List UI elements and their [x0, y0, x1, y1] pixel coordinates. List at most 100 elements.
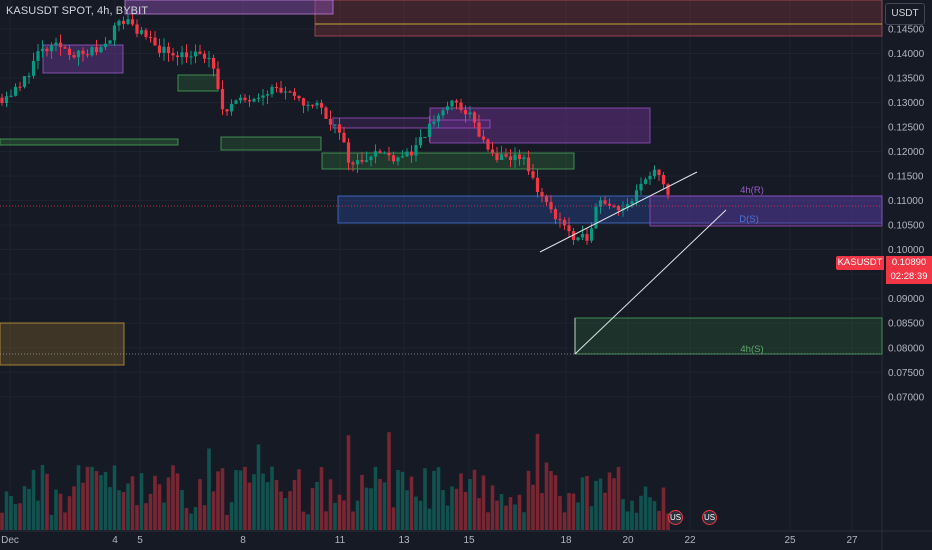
candle-body — [216, 68, 220, 89]
candle-body — [94, 47, 99, 53]
time-axis-label: Dec — [1, 535, 19, 546]
volume-bar — [477, 498, 481, 530]
volume-bar — [72, 486, 76, 530]
volume-bar — [193, 507, 198, 530]
volume-bar — [58, 493, 63, 530]
volume-bar — [103, 471, 108, 530]
candle-body — [486, 139, 490, 150]
volume-bar — [540, 493, 544, 530]
event-flag-icon[interactable]: US — [668, 510, 683, 525]
volume-bar — [216, 471, 220, 530]
candle-body — [0, 97, 4, 104]
volume-bar — [337, 494, 342, 530]
candle-body — [225, 109, 229, 112]
candle-body — [306, 104, 310, 106]
price-axis-label: 0.14500 — [888, 25, 925, 36]
candle-body — [76, 50, 81, 58]
volume-bar — [171, 465, 175, 530]
volume-bar — [585, 476, 589, 530]
candle-body — [81, 50, 85, 55]
volume-bar — [387, 432, 391, 530]
volume-bar — [315, 481, 319, 530]
candle-body — [508, 156, 513, 161]
volume-bar — [261, 473, 265, 530]
candle-body — [589, 228, 594, 241]
candle-body — [261, 95, 265, 98]
resistance-zone — [649, 195, 883, 227]
volume-bar — [427, 508, 432, 530]
price-axis-label: 0.11000 — [888, 196, 924, 207]
volume-bar — [486, 512, 490, 530]
volume-bar — [391, 507, 396, 530]
volume-bar — [22, 486, 27, 530]
demand-zone — [177, 74, 219, 92]
volume-bar — [661, 487, 666, 530]
volume-bar — [652, 501, 657, 530]
candle-body — [310, 104, 315, 106]
volume-bar — [526, 470, 531, 530]
volume-bar — [553, 475, 558, 530]
volume-bar — [18, 503, 22, 530]
candle-body — [517, 154, 522, 160]
candle-body — [333, 124, 337, 126]
volume-bar — [571, 493, 576, 530]
candle-body — [490, 149, 495, 154]
candle-body — [270, 87, 274, 95]
volume-bar — [621, 499, 625, 530]
candle-body — [531, 171, 535, 178]
candle-body — [432, 121, 436, 124]
volume-bar — [148, 493, 153, 530]
currency-button[interactable]: USDT — [885, 3, 925, 25]
volume-bar — [238, 470, 243, 530]
volume-bar — [405, 490, 409, 530]
volume-bar — [472, 469, 477, 530]
candle-body — [252, 98, 256, 102]
volume-bar — [121, 492, 126, 530]
candle-body — [117, 20, 121, 26]
volume-bar — [549, 471, 553, 530]
time-axis-label: 22 — [684, 535, 696, 546]
volume-bar — [616, 466, 621, 530]
volume-bar — [234, 470, 238, 530]
volume-bar — [207, 448, 211, 530]
volume-bar — [328, 479, 333, 530]
candle-body — [355, 160, 360, 165]
volume-bar — [130, 476, 135, 530]
time-axis-label: 11 — [335, 535, 346, 546]
candle-body — [202, 53, 207, 59]
volume-bar — [355, 500, 360, 530]
price-axis-label: 0.14000 — [888, 49, 925, 60]
volume-bar — [580, 477, 585, 530]
volume-bar — [468, 479, 472, 530]
volume-bar — [180, 490, 184, 530]
time-axis-label: 4 — [112, 535, 118, 546]
price-axis-label: 0.07000 — [888, 392, 925, 403]
candle-body — [31, 60, 36, 76]
time-axis-label: 15 — [463, 535, 475, 546]
volume-bar — [45, 473, 49, 530]
event-flag-icon[interactable]: US — [702, 510, 717, 525]
volume-bar — [292, 480, 297, 530]
candle-body — [108, 40, 112, 44]
price-axis-label: 0.13500 — [888, 74, 925, 85]
demand-zone — [0, 138, 179, 146]
volume-bar — [369, 488, 373, 530]
volume-bar — [175, 473, 180, 530]
trend-drawings — [0, 171, 882, 355]
volume-bar — [414, 496, 418, 530]
demand-zone — [220, 136, 322, 151]
price-axis-label: 0.10000 — [888, 245, 925, 256]
candle-body — [256, 97, 261, 99]
candle-body — [526, 157, 531, 172]
volume-bar — [432, 470, 436, 530]
candle-body — [445, 106, 450, 111]
candle-body — [558, 219, 562, 221]
volume-bar — [531, 484, 535, 530]
symbol-price-tag: KASUSDT — [836, 256, 884, 270]
volume-bar — [418, 500, 423, 530]
candle-body — [603, 200, 607, 204]
candle-body — [666, 184, 670, 195]
zones: 4h(R) D(S) 4h(S) — [0, 0, 883, 366]
volume-bar — [441, 490, 445, 530]
